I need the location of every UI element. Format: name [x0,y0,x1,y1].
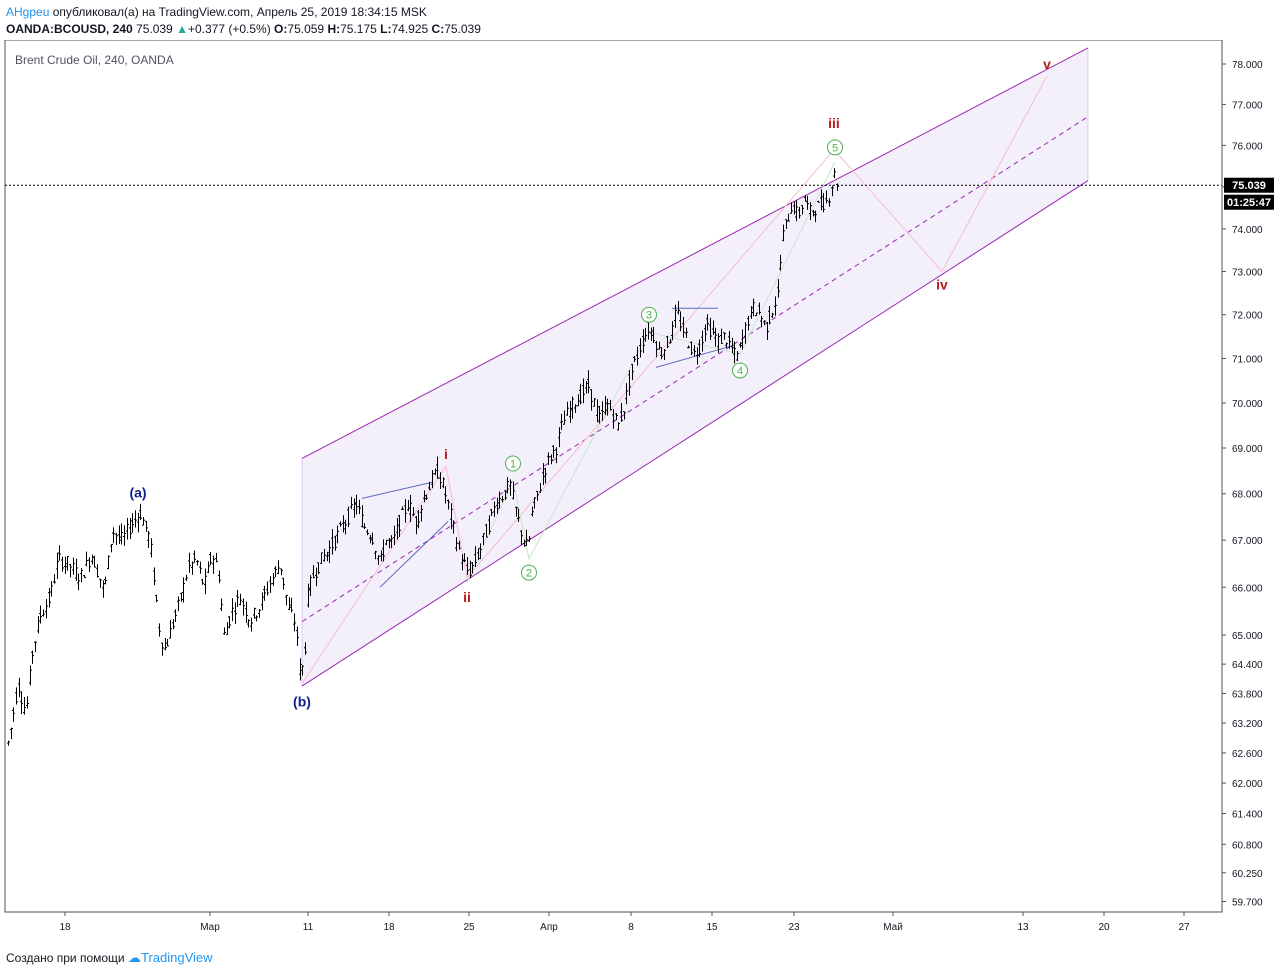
time-axis[interactable]: 18 Мар 11 18 25 Апр 8 15 23 Май 13 20 27 [5,911,1222,933]
wave-label: (a) [129,484,146,500]
wave-label-circle [521,564,537,581]
high-label: H: [327,22,341,36]
time-tick-label: 18 [59,922,71,933]
wave-label-circle [641,306,657,323]
price-tick-label: 59.700 [1232,897,1263,908]
price-tick-label: 69.000 [1232,444,1263,455]
close-label: C: [431,22,445,36]
price-tick-label: 73.000 [1232,268,1263,279]
wave-projection-path [301,75,1048,684]
footer-text: Создано при помощи [6,951,125,965]
parallel-channel [301,47,1089,687]
channel-lower-line [301,180,1089,687]
price-tick-label: 61.400 [1232,810,1263,821]
wave-label: 2 [526,568,532,580]
author-link[interactable]: AHgpeu [6,5,50,19]
wave-label: v [1043,56,1051,72]
wave-label: iii [828,115,840,131]
open-value: 75.059 [287,22,325,36]
chart-header: AHgpeu опубликовал(а) на TradingView.com… [0,0,1280,40]
price-tick-label: 77.000 [1232,100,1263,111]
candles [7,168,839,746]
last-price: 75.039 [136,22,173,36]
time-tick-label: 25 [463,922,475,933]
time-tick-label: 13 [1017,922,1029,933]
wedge-upper-line [361,481,433,499]
time-tick-label: 8 [628,922,634,933]
last-price-tag-text: 75.039 [1232,180,1266,192]
publish-line: AHgpeu опубликовал(а) на TradingView.com… [6,5,427,19]
time-tick-label: 20 [1098,922,1110,933]
price-tick-label: 60.800 [1232,840,1263,851]
tradingview-logo-icon[interactable]: ☁ [127,950,141,965]
low-value: 74.925 [391,22,429,36]
time-tick-label: 15 [706,922,718,933]
channel-fill [302,47,1088,687]
price-tick-label: 66.000 [1232,583,1263,594]
low-label: L: [380,22,392,36]
price-tick-label: 74.000 [1232,225,1263,236]
wave-label-circle [827,139,843,156]
price-tick-label: 60.250 [1232,869,1263,880]
price-tick-label: 62.600 [1232,749,1263,760]
price-tick-label: 63.200 [1232,719,1263,730]
price-change: +0.377 (+0.5%) [187,22,271,36]
time-tick-label: Апр [540,922,558,933]
chart-title: Brent Crude Oil, 240, OANDA [15,53,174,67]
close-value: 75.039 [444,22,481,36]
price-tick-label: 63.800 [1232,689,1263,700]
footer: Создано при помощи ☁TradingView [6,950,213,966]
channel-median-line [301,116,1089,623]
last-price-tag: 75.039 01:25:47 [1224,177,1274,210]
wave-label-circle [732,362,748,379]
price-tick-label: 68.000 [1232,490,1263,501]
publish-info: опубликовал(а) на TradingView.com, Апрел… [52,5,427,19]
up-arrow-icon: ▲ [176,22,188,36]
price-tick-label: 76.000 [1232,141,1263,152]
price-tick-label: 78.000 [1232,60,1263,71]
time-tick-label: Мар [200,922,220,933]
price-tick-label: 67.000 [1232,536,1263,547]
wave-label: i [444,446,448,462]
wave-label: 4 [737,365,743,377]
wave-label: ii [463,589,471,605]
wedge-lower-line [379,521,449,588]
wave-label: iv [936,276,948,292]
wave-label: 5 [832,142,838,154]
price-tick-label: 70.000 [1232,399,1263,410]
drawings [301,75,1048,684]
wave-label: 3 [646,310,652,322]
time-tick-label: 18 [383,922,395,933]
wave-label: (b) [293,693,311,709]
channel-upper-line [301,47,1089,459]
high-value: 75.175 [340,22,377,36]
open-label: O: [274,22,288,36]
time-tick-label: 11 [303,922,314,933]
symbol-label: OANDA:BCOUSD, 240 [6,22,133,36]
tradingview-logo-text[interactable]: TradingView [140,950,213,965]
price-tick-label: 71.000 [1232,355,1263,366]
price-axis[interactable]: 59.700 60.250 60.800 61.400 62.000 62.600 63.2… [1222,60,1263,908]
price-tick-label: 72.000 [1232,311,1263,322]
price-tick-label: 62.000 [1232,779,1263,790]
countdown-tag-text: 01:25:47 [1227,197,1271,209]
time-tick-label: Май [883,922,903,933]
price-tick-label: 64.400 [1232,660,1263,671]
time-tick-label: 27 [1178,922,1190,933]
ohlc-line: OANDA:BCOUSD, 240 75.039 ▲+0.377 (+0.5%)… [6,22,481,36]
wave-label: 1 [510,458,516,470]
time-tick-label: 23 [788,922,800,933]
wave-label-circle [505,455,521,472]
price-tick-label: 65.000 [1232,631,1263,642]
